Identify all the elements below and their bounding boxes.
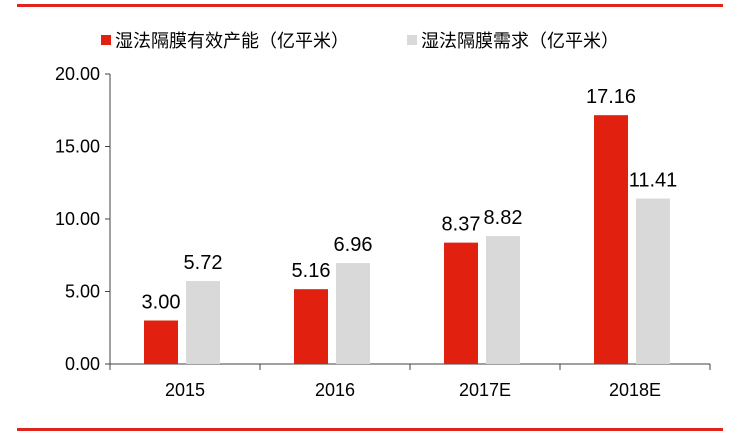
legend-swatch [407,35,417,45]
data-label: 11.41 [629,170,678,192]
y-tick-label: 15.00 [55,137,100,157]
x-tick-label: 2016 [315,380,355,400]
y-tick-label: 20.00 [55,64,100,84]
bar-demand [336,263,370,364]
y-tick-label: 5.00 [65,282,100,302]
bar-demand [186,281,220,364]
x-tick-label: 2017E [459,380,511,400]
y-tick-label: 0.00 [65,354,100,374]
data-label: 6.96 [334,234,373,256]
x-tick-label: 2018E [609,380,661,400]
legend-label: 湿法隔膜需求（亿平米） [421,31,619,52]
bar-capacity [444,242,478,364]
data-label: 5.72 [184,252,223,274]
data-label: 17.16 [586,86,636,108]
legend-label: 湿法隔膜有效产能（亿平米） [115,31,349,52]
legend-swatch [101,35,111,45]
bar-demand [486,236,520,364]
top-rule [17,4,723,7]
bar-capacity [294,289,328,364]
bar-capacity [594,115,628,365]
data-label: 3.00 [142,292,181,314]
data-label: 5.16 [292,260,331,282]
data-label: 8.37 [442,214,481,236]
data-label: 8.82 [484,207,523,229]
y-tick-label: 10.00 [55,209,100,229]
bar-demand [636,198,670,364]
bar-capacity [144,320,178,364]
x-tick-label: 2015 [165,380,205,400]
bottom-rule [17,428,723,431]
